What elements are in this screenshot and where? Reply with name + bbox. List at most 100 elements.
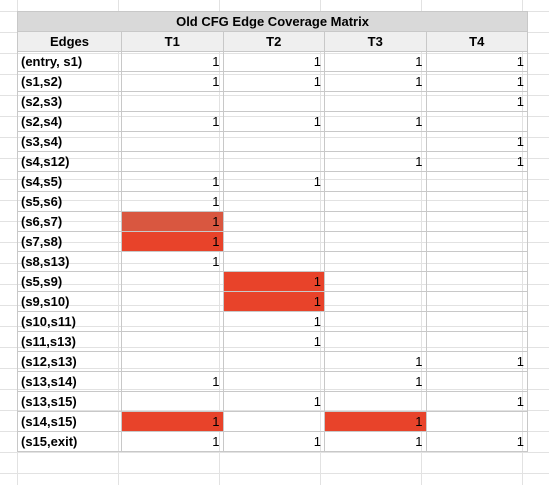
coverage-cell-t3[interactable] (324, 191, 427, 212)
coverage-cell-t2[interactable]: 1 (222, 331, 325, 352)
coverage-cell-t3[interactable] (324, 251, 427, 272)
coverage-cell-t4[interactable]: 1 (425, 91, 529, 112)
coverage-cell-t2[interactable] (222, 151, 325, 172)
coverage-cell-t4[interactable]: 1 (425, 151, 529, 172)
coverage-cell-t2[interactable] (222, 131, 325, 152)
coverage-cell-t2[interactable] (222, 211, 325, 232)
coverage-cell-t3[interactable] (324, 291, 427, 312)
coverage-cell-t4[interactable]: 1 (425, 391, 529, 412)
edge-label-cell[interactable]: (s3,s4) (17, 131, 122, 152)
edge-label-cell[interactable]: (s15,exit) (17, 431, 122, 452)
coverage-cell-t2[interactable] (222, 231, 325, 252)
edge-label-cell[interactable]: (s2,s3) (17, 91, 122, 112)
coverage-cell-t4[interactable] (425, 231, 529, 252)
coverage-cell-t2[interactable]: 1 (222, 431, 325, 452)
coverage-cell-t1[interactable] (121, 131, 224, 152)
coverage-cell-t1[interactable] (121, 291, 224, 312)
edge-label-cell[interactable]: (s2,s4) (17, 111, 122, 132)
coverage-cell-t2[interactable]: 1 (222, 271, 325, 292)
coverage-cell-t4[interactable] (425, 271, 529, 292)
header-t2[interactable]: T2 (222, 31, 325, 52)
coverage-cell-t2[interactable] (222, 91, 325, 112)
coverage-cell-t3[interactable] (324, 331, 427, 352)
coverage-cell-t1[interactable] (121, 151, 224, 172)
edge-label-cell[interactable]: (s4,s12) (17, 151, 122, 172)
coverage-cell-t1[interactable]: 1 (121, 111, 224, 132)
edge-label-cell[interactable]: (s10,s11) (17, 311, 122, 332)
coverage-cell-t3[interactable]: 1 (324, 371, 427, 392)
coverage-cell-t4[interactable] (425, 111, 529, 132)
coverage-cell-t3[interactable] (324, 131, 427, 152)
coverage-cell-t2[interactable]: 1 (222, 171, 325, 192)
coverage-cell-t4[interactable]: 1 (425, 51, 529, 72)
coverage-cell-t3[interactable]: 1 (324, 351, 427, 372)
coverage-cell-t4[interactable] (425, 311, 529, 332)
coverage-cell-t3[interactable] (324, 211, 427, 232)
coverage-cell-t3[interactable] (324, 271, 427, 292)
coverage-cell-t2[interactable]: 1 (222, 51, 325, 72)
coverage-cell-t4[interactable] (425, 211, 529, 232)
edge-label-cell[interactable]: (s14,s15) (17, 411, 122, 432)
coverage-cell-t2[interactable] (222, 371, 325, 392)
edge-label-cell[interactable]: (s5,s6) (17, 191, 122, 212)
coverage-cell-t4[interactable]: 1 (425, 351, 529, 372)
coverage-cell-t3[interactable]: 1 (324, 431, 427, 452)
edge-label-cell[interactable]: (entry, s1) (17, 51, 122, 72)
coverage-cell-t4[interactable] (425, 371, 529, 392)
coverage-cell-t2[interactable]: 1 (222, 291, 325, 312)
coverage-cell-t1[interactable]: 1 (121, 51, 224, 72)
edge-label-cell[interactable]: (s8,s13) (17, 251, 122, 272)
coverage-cell-t2[interactable] (222, 251, 325, 272)
edge-label-cell[interactable]: (s13,s15) (17, 391, 122, 412)
edge-label-cell[interactable]: (s6,s7) (17, 211, 122, 232)
coverage-cell-t1[interactable] (121, 331, 224, 352)
coverage-cell-t2[interactable]: 1 (222, 111, 325, 132)
coverage-cell-t3[interactable]: 1 (324, 51, 427, 72)
edge-label-cell[interactable]: (s13,s14) (17, 371, 122, 392)
coverage-cell-t2[interactable]: 1 (222, 391, 325, 412)
coverage-cell-t1[interactable] (121, 271, 224, 292)
coverage-cell-t3[interactable]: 1 (324, 71, 427, 92)
coverage-cell-t3[interactable]: 1 (324, 111, 427, 132)
coverage-cell-t3[interactable] (324, 311, 427, 332)
matrix-title[interactable]: Old CFG Edge Coverage Matrix (16, 11, 529, 32)
coverage-cell-t1[interactable]: 1 (121, 371, 224, 392)
header-t4[interactable]: T4 (425, 31, 529, 52)
coverage-cell-t2[interactable] (222, 191, 325, 212)
coverage-cell-t1[interactable] (121, 91, 224, 112)
coverage-cell-t3[interactable]: 1 (324, 151, 427, 172)
header-t1[interactable]: T1 (121, 31, 224, 52)
coverage-cell-t4[interactable] (425, 251, 529, 272)
coverage-cell-t2[interactable]: 1 (222, 311, 325, 332)
edge-label-cell[interactable]: (s4,s5) (17, 171, 122, 192)
coverage-cell-t1[interactable]: 1 (121, 211, 224, 232)
coverage-cell-t4[interactable]: 1 (425, 131, 529, 152)
coverage-cell-t3[interactable] (324, 391, 427, 412)
header-t3[interactable]: T3 (324, 31, 427, 52)
edge-label-cell[interactable]: (s12,s13) (17, 351, 122, 372)
edge-label-cell[interactable]: (s1,s2) (17, 71, 122, 92)
coverage-cell-t4[interactable] (425, 331, 529, 352)
edge-label-cell[interactable]: (s5,s9) (17, 271, 122, 292)
coverage-cell-t4[interactable] (425, 171, 529, 192)
coverage-cell-t1[interactable]: 1 (121, 191, 224, 212)
coverage-cell-t1[interactable] (121, 391, 224, 412)
coverage-cell-t1[interactable] (121, 311, 224, 332)
coverage-cell-t1[interactable]: 1 (121, 71, 224, 92)
coverage-cell-t1[interactable]: 1 (121, 171, 224, 192)
edge-label-cell[interactable]: (s11,s13) (17, 331, 122, 352)
coverage-cell-t4[interactable]: 1 (425, 71, 529, 92)
coverage-cell-t1[interactable]: 1 (121, 251, 224, 272)
coverage-cell-t3[interactable] (324, 231, 427, 252)
header-edges[interactable]: Edges (17, 31, 122, 52)
coverage-cell-t4[interactable]: 1 (425, 431, 529, 452)
coverage-cell-t2[interactable] (222, 351, 325, 372)
edge-label-cell[interactable]: (s9,s10) (17, 291, 122, 312)
coverage-cell-t4[interactable] (425, 191, 529, 212)
coverage-cell-t4[interactable] (425, 411, 529, 432)
coverage-cell-t2[interactable] (222, 411, 325, 432)
coverage-cell-t1[interactable] (121, 351, 224, 372)
coverage-cell-t1[interactable]: 1 (121, 231, 224, 252)
coverage-cell-t2[interactable]: 1 (222, 71, 325, 92)
coverage-cell-t4[interactable] (425, 291, 529, 312)
